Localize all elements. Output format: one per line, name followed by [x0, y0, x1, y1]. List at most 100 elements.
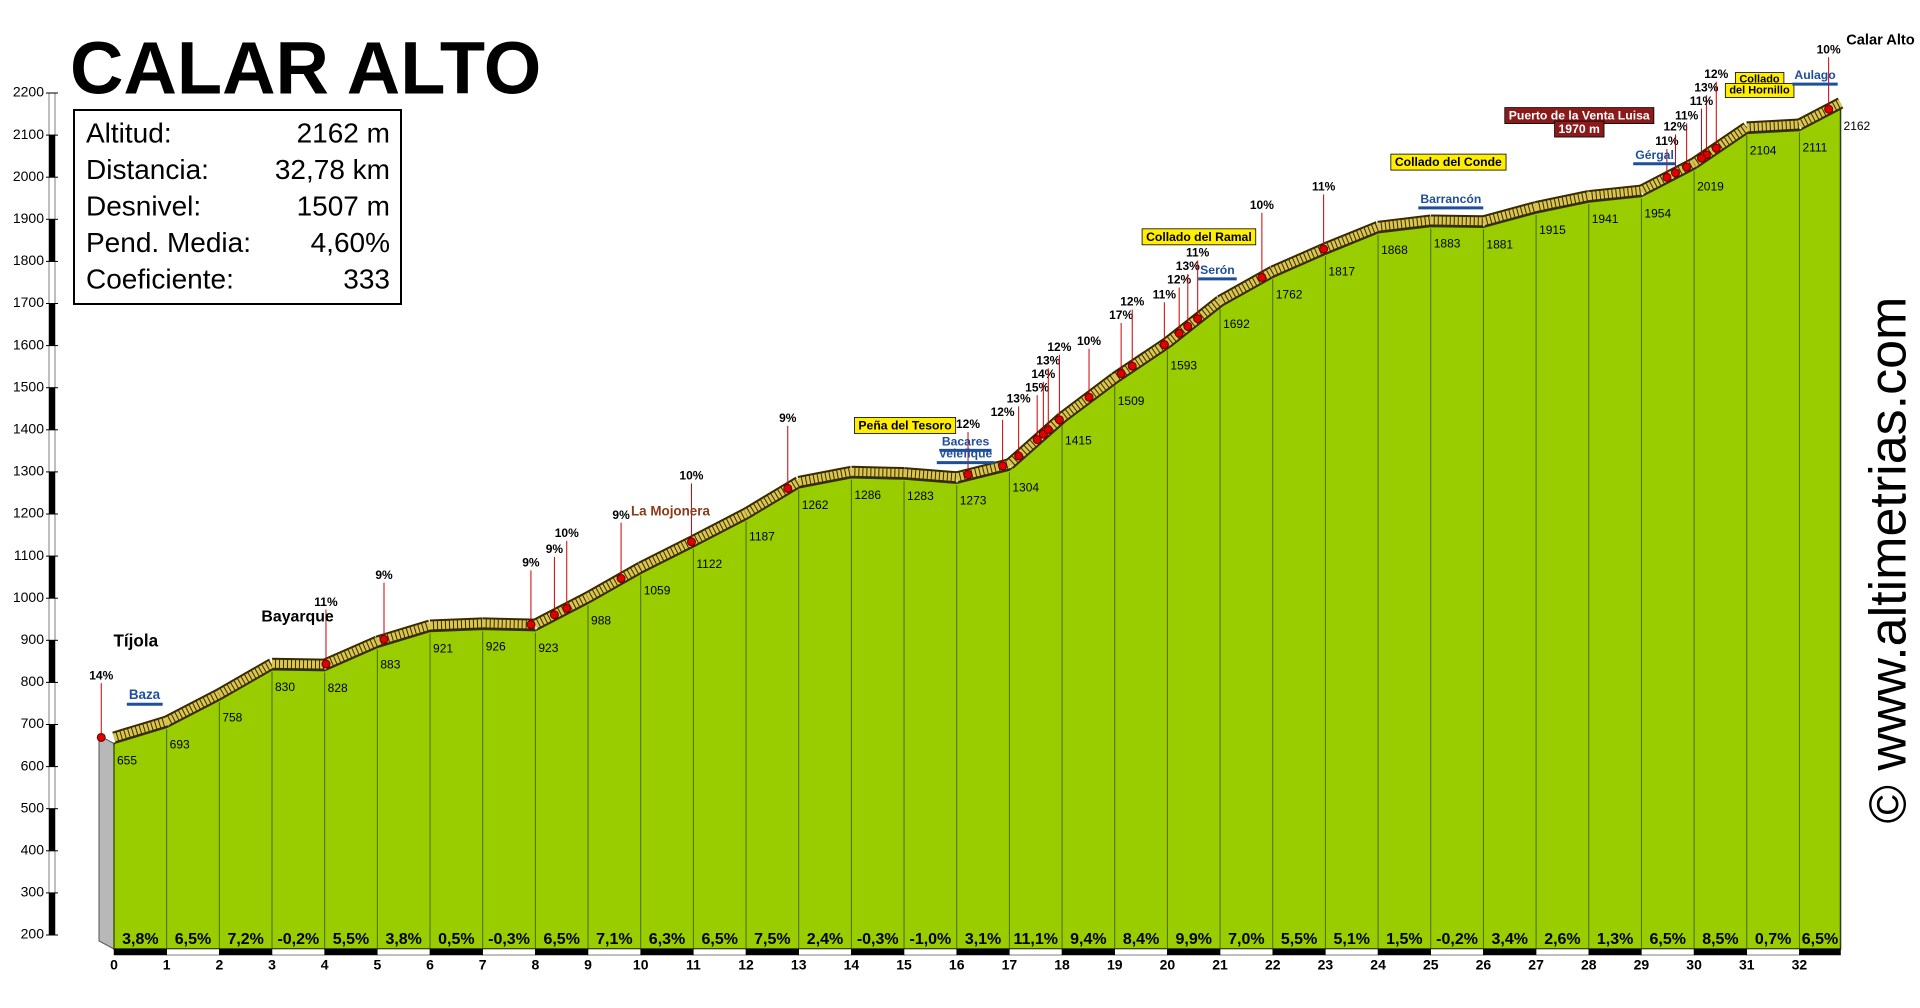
x-tick-label: 14 [844, 957, 860, 973]
place-box [854, 417, 957, 434]
x-tick-label: 23 [1318, 957, 1334, 973]
axis-stripe [1641, 948, 1695, 956]
axis-stripe [1535, 948, 1590, 956]
place-label: Barrancón [1420, 192, 1481, 206]
grade-label: 7,0% [1228, 931, 1264, 948]
grade-dot [1711, 143, 1721, 153]
grade-label: 3,8% [122, 931, 158, 948]
y-tick-label: 600 [21, 757, 45, 773]
chart-title: CALAR ALTO [70, 27, 541, 110]
axis-stripe [429, 948, 483, 956]
band-segment [743, 478, 801, 517]
max-grade-label: 12% [1704, 67, 1728, 81]
axis-stripe [113, 948, 167, 956]
place-label: Gérgal [1635, 148, 1674, 162]
band-segment [533, 593, 590, 629]
grade-label: 0,5% [438, 931, 474, 948]
band-segment [851, 467, 905, 478]
spot-height: 1954 [1644, 207, 1671, 221]
grade-label: 8,5% [1702, 931, 1738, 948]
axis-ruler [48, 640, 56, 683]
max-grade-label: 13% [1176, 259, 1200, 273]
x-tick-label: 13 [791, 957, 807, 973]
spot-height: 1059 [644, 584, 671, 598]
y-tick-label: 1200 [13, 505, 44, 521]
band-segment [323, 637, 379, 669]
axis-ruler [48, 513, 56, 557]
x-tick-label: 4 [321, 957, 329, 973]
grade-dot [1193, 314, 1203, 324]
y-tick-label: 800 [21, 673, 45, 689]
spot-height: 655 [117, 754, 137, 768]
axis-stripe [535, 948, 589, 956]
max-grade-label: 9% [612, 508, 630, 522]
y-tick-label: 2000 [13, 168, 44, 184]
band-segment [1164, 297, 1223, 346]
place-label: Velefique [939, 447, 993, 461]
max-grade-label: 11% [1690, 94, 1714, 108]
spot-height: 1593 [1170, 359, 1197, 373]
spot-height: 830 [275, 680, 295, 694]
max-grade-label: 10% [1250, 198, 1274, 212]
axis-ruler [48, 345, 56, 388]
place-label: 1970 m [1559, 122, 1600, 136]
y-tick-label: 200 [21, 926, 45, 942]
x-tick-label: 29 [1634, 957, 1650, 973]
spot-height: 1304 [1012, 480, 1039, 494]
grade-dot [1662, 172, 1672, 182]
x-tick-label: 21 [1212, 957, 1228, 973]
spot-height: 1883 [1434, 237, 1461, 251]
axis-ruler [48, 387, 56, 431]
max-grade-label: 12% [1664, 120, 1688, 134]
max-grade-label: 14% [89, 668, 113, 682]
info-label: Pend. Media: [86, 227, 251, 258]
grade-dot [96, 732, 106, 742]
place-label: La Mojonera [631, 504, 711, 519]
grade-label: -0,3% [488, 931, 530, 948]
y-tick-label: 300 [21, 884, 45, 900]
place-label: Baza [129, 687, 161, 702]
axis-stripe [482, 948, 536, 956]
grade-label: -1,0% [909, 931, 951, 948]
band-segment [1323, 223, 1380, 252]
grade-dot [1084, 392, 1094, 402]
axis-stripe [1377, 948, 1431, 956]
x-tick-label: 11 [686, 957, 701, 973]
axis-stripe [1746, 948, 1800, 956]
grade-label: 1,5% [1386, 931, 1422, 948]
axis-stripe [851, 948, 905, 956]
axis-stripe [745, 948, 799, 956]
x-tick-label: 12 [738, 957, 754, 973]
max-grade-label: 11% [314, 595, 338, 609]
place-label: Aulago [1794, 68, 1835, 82]
grade-label: 3,1% [965, 931, 1001, 948]
y-tick-label: 700 [21, 715, 45, 731]
grade-label: 7,1% [596, 931, 632, 948]
x-tick-label: 1 [163, 957, 171, 973]
axis-stripe [1009, 948, 1063, 956]
y-tick-label: 1400 [13, 421, 44, 437]
band-segment [112, 717, 168, 742]
grade-label: 5,5% [333, 931, 369, 948]
max-grade-label: 12% [956, 417, 980, 431]
axis-ruler [48, 808, 56, 852]
credit: © www.altimetrias.com [1860, 297, 1918, 824]
axis-ruler [48, 92, 56, 136]
y-tick-label: 900 [21, 631, 45, 647]
info-value: 4,60% [311, 227, 390, 258]
grade-label: 9,9% [1176, 931, 1212, 948]
grade-label: 2,6% [1544, 931, 1580, 948]
y-tick-label: 400 [21, 842, 45, 858]
grade-label: 6,5% [701, 931, 737, 948]
x-tick-label: 24 [1370, 957, 1386, 973]
y-tick-label: 1500 [13, 378, 44, 394]
grade-dot [616, 574, 626, 584]
max-grade-label: 11% [1312, 180, 1336, 194]
max-grade-label: 11% [1675, 109, 1699, 123]
axis-stripe [1799, 948, 1841, 956]
info-value: 333 [343, 263, 390, 294]
x-tick-label: 31 [1739, 957, 1755, 973]
max-grade-label: 17% [1109, 308, 1133, 322]
axis-stripe [1430, 948, 1484, 956]
x-tick-label: 25 [1423, 957, 1439, 973]
